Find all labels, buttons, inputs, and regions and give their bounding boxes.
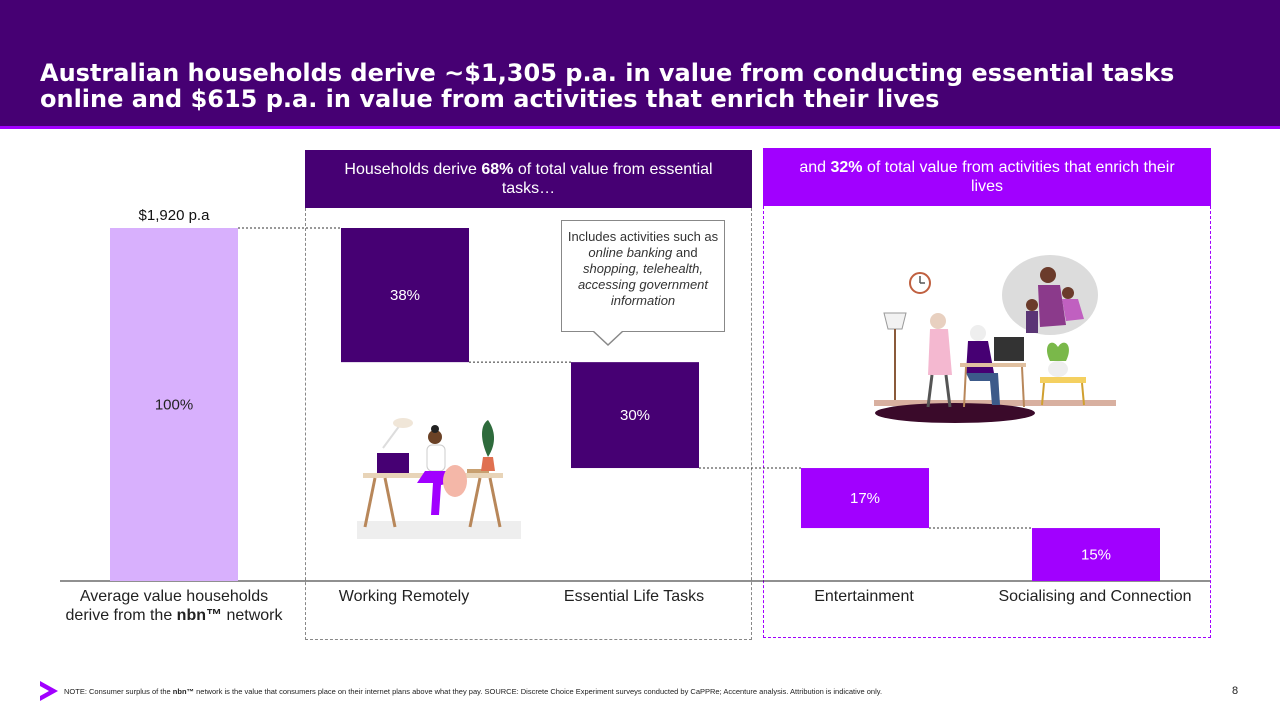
bar-working-remotely [341, 228, 469, 363]
enrich-header-pct: 32% [830, 159, 863, 176]
bar-essential-life-tasks [571, 362, 699, 469]
callout-italic-2: shopping, telehealth, accessing governme… [577, 261, 709, 308]
bar-total [110, 228, 238, 581]
header-divider [0, 126, 1280, 129]
x-label-essential-life-tasks: Essential Life Tasks [563, 588, 705, 605]
callout-text-1: Includes activities such as [567, 229, 719, 244]
x-label-entertainment: Entertainment [814, 588, 914, 605]
callout-tail-inner [593, 330, 623, 344]
x-label-total-brand: nbn™ [176, 607, 222, 624]
brand-logo [40, 681, 58, 701]
enrich-header-post: of total value from activities that enri… [862, 159, 1175, 195]
enrich-panel-header: and 32% of total value from activities t… [763, 148, 1211, 206]
essential-panel-box [305, 208, 752, 640]
callout-italic-1: online banking [588, 245, 673, 260]
data-label-socialising: 15% [1081, 547, 1111, 564]
family-illustration [874, 255, 1116, 423]
enrich-panel-box [763, 206, 1211, 638]
header-banner [0, 0, 1280, 126]
essential-header-pre: Households derive [344, 161, 482, 178]
essential-header-post: of total value from essential tasks… [501, 161, 713, 197]
data-label-essential-life-tasks: 30% [620, 407, 650, 424]
x-label-working-remotely: Working Remotely [338, 588, 470, 605]
enrich-header-pre: and [799, 159, 831, 176]
data-label-working-remotely: 38% [390, 287, 420, 304]
footer-note-pre: NOTE: Consumer surplus of the [64, 687, 173, 696]
essential-panel-header: Households derive 68% of total value fro… [305, 150, 752, 208]
x-label-total-post: network [222, 607, 283, 624]
x-label-total-pre: Average value households derive from the [65, 588, 269, 624]
bar-entertainment [801, 468, 929, 529]
footer-note-brand: nbn™ [172, 687, 195, 696]
x-label-total: Average value households derive from the… [64, 587, 284, 625]
page-title: Australian households derive ~$1,305 p.a… [40, 59, 1175, 113]
page-number: 8 [1232, 685, 1239, 697]
essential-header-pct: 68% [481, 161, 514, 178]
data-label-entertainment: 17% [850, 490, 880, 507]
footer-note: NOTE: Consumer surplus of the nbn™ netwo… [64, 687, 882, 696]
callout-box: Includes activities such as online banki… [561, 220, 725, 332]
bar-socialising [1032, 528, 1160, 581]
x-label-socialising: Socialising and Connection [998, 588, 1192, 605]
footer-note-post: network is the value that consumers plac… [194, 687, 883, 696]
working-remotely-illustration [357, 418, 521, 539]
callout-text-2: and [672, 245, 698, 260]
total-value-label: $1,920 p.a [138, 207, 210, 224]
data-label-total: 100% [155, 397, 193, 414]
